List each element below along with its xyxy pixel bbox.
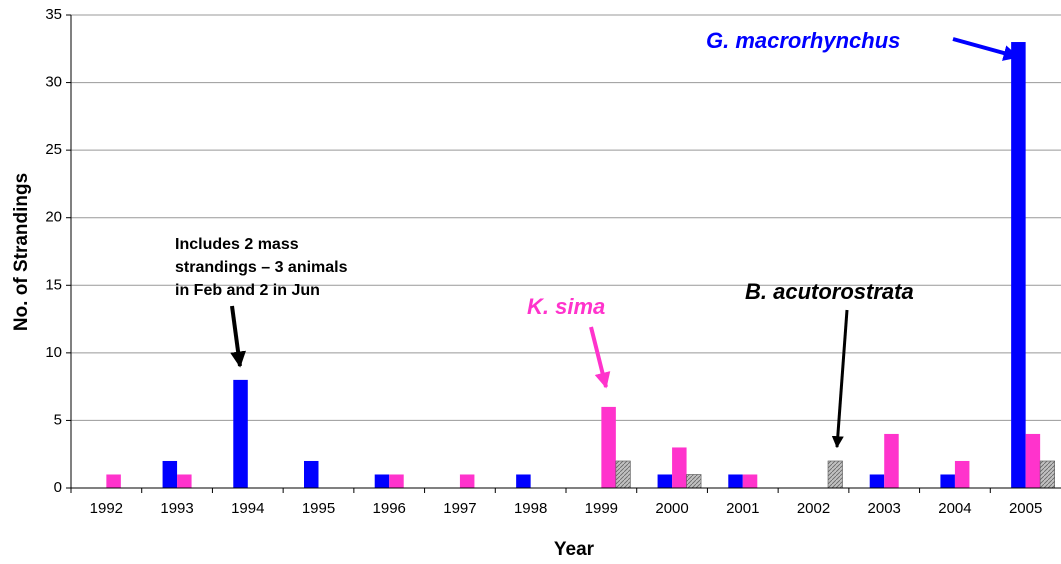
y-tick-label: 15 bbox=[45, 276, 62, 293]
x-tick-label: 2004 bbox=[938, 500, 971, 517]
bar bbox=[1039, 460, 1055, 489]
plot-area: 0 5 10 15 20 25 30 35 1992 1993 1994 1995 1996 1997 19… bbox=[45, 6, 1061, 517]
bar bbox=[940, 474, 955, 488]
series-label: K. sima bbox=[527, 294, 605, 319]
y-tick-label: 35 bbox=[45, 6, 62, 23]
bar bbox=[304, 460, 319, 488]
bar bbox=[827, 460, 843, 489]
annotation: in Feb and 2 in Jun bbox=[175, 282, 320, 299]
bar bbox=[374, 474, 390, 488]
bar bbox=[954, 460, 970, 488]
arrow bbox=[230, 305, 247, 368]
bar bbox=[106, 474, 121, 488]
bar bbox=[233, 379, 248, 488]
bar bbox=[615, 460, 631, 489]
arrow bbox=[589, 326, 611, 389]
bar bbox=[1011, 42, 1026, 489]
x-tick-label: 2003 bbox=[868, 500, 901, 517]
bar bbox=[1025, 433, 1041, 488]
arrow bbox=[831, 309, 849, 449]
y-axis-title: No. of Strandings bbox=[11, 173, 32, 331]
bar bbox=[657, 474, 673, 488]
series-label: G. macrorhynchus bbox=[706, 28, 900, 53]
bar bbox=[459, 474, 475, 488]
x-tick-label: 1994 bbox=[231, 500, 264, 517]
bar bbox=[742, 474, 758, 488]
bar bbox=[884, 433, 899, 488]
bar bbox=[869, 474, 885, 488]
y-tick-label: 5 bbox=[54, 411, 62, 428]
x-tick-label: 2000 bbox=[655, 500, 688, 517]
y-tick-label: 0 bbox=[54, 479, 62, 496]
bar bbox=[389, 474, 404, 488]
x-tick-label: 1995 bbox=[302, 500, 335, 517]
bar bbox=[516, 474, 531, 488]
bar bbox=[672, 447, 687, 488]
x-tick-label: 2001 bbox=[726, 500, 759, 517]
y-tick-label: 30 bbox=[45, 74, 62, 91]
annotation: Includes 2 mass bbox=[175, 236, 299, 253]
x-tick-label: 1998 bbox=[514, 500, 547, 517]
x-tick-label: 2002 bbox=[797, 500, 830, 517]
bar bbox=[162, 460, 178, 488]
x-tick-label: 1992 bbox=[90, 500, 123, 517]
x-tick-label: 1996 bbox=[373, 500, 406, 517]
x-axis-title: Year bbox=[554, 539, 595, 560]
x-tick-label: 2005 bbox=[1009, 500, 1042, 517]
y-tick-label: 20 bbox=[45, 209, 62, 226]
bar bbox=[601, 406, 616, 488]
y-tick-label: 25 bbox=[45, 141, 62, 158]
x-tick-label: 1997 bbox=[443, 500, 476, 517]
bar bbox=[728, 474, 743, 488]
bar bbox=[686, 474, 702, 489]
x-tick-label: 1993 bbox=[160, 500, 193, 517]
arrow bbox=[952, 37, 1020, 61]
x-tick-label: 1999 bbox=[585, 500, 618, 517]
bar bbox=[177, 474, 192, 488]
y-tick-label: 10 bbox=[45, 344, 62, 361]
annotation: strandings – 3 animals bbox=[175, 259, 348, 276]
series-label: B. acutorostrata bbox=[745, 279, 914, 304]
